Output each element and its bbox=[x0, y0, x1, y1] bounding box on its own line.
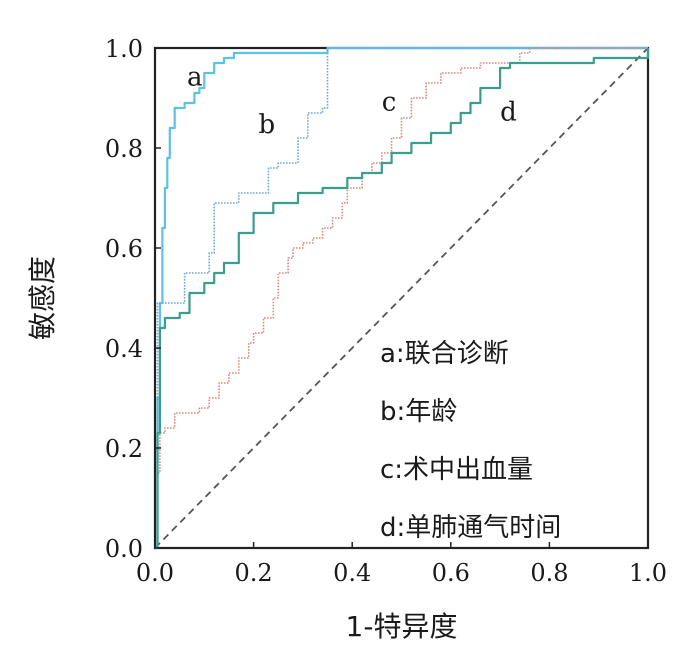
y-axis-title: 敏感度 bbox=[26, 256, 59, 340]
legend-entry-b: b:年龄 bbox=[380, 397, 457, 427]
curve-letter-labels: a b c d bbox=[187, 63, 517, 141]
x-axis-title: 1-特异度 bbox=[346, 610, 458, 643]
legend-entry-c: c:术中出血量 bbox=[380, 455, 533, 485]
reference-diagonal bbox=[154, 47, 649, 549]
x-tick-label: 1.0 bbox=[629, 559, 667, 587]
curve-label-c: c bbox=[382, 88, 397, 118]
legend: a:联合诊断 b:年龄 c:术中出血量 d:单肺通气时间 bbox=[380, 339, 561, 543]
x-tick-label: 0.0 bbox=[136, 559, 174, 587]
roc-curve-a bbox=[155, 46, 648, 550]
legend-entry-d: d:单肺通气时间 bbox=[380, 513, 561, 543]
y-tick-label: 0.6 bbox=[105, 235, 143, 263]
y-tick-label: 0.0 bbox=[105, 535, 143, 563]
roc-curve-d bbox=[155, 48, 650, 550]
curve-label-b: b bbox=[259, 110, 276, 140]
curve-label-a: a bbox=[187, 63, 203, 93]
x-tick-label: 0.8 bbox=[530, 559, 568, 587]
tick-labels: 0.0 0.2 0.4 0.6 0.8 1.0 0.0 0.2 0.4 0.6 0.8 1.0 bbox=[105, 35, 667, 587]
roc-curve-b bbox=[155, 47, 648, 549]
y-tick-label: 1.0 bbox=[105, 35, 143, 63]
curves bbox=[155, 46, 650, 550]
x-tick-label: 0.6 bbox=[432, 559, 470, 587]
x-tick-label: 0.2 bbox=[235, 559, 273, 587]
reference-diagonal-line bbox=[154, 47, 649, 549]
y-tick-label: 0.2 bbox=[105, 435, 143, 463]
curve-label-d: d bbox=[500, 98, 517, 128]
x-tick-label: 0.4 bbox=[333, 559, 371, 587]
legend-entry-a: a:联合诊断 bbox=[380, 339, 509, 369]
y-tick-label: 0.4 bbox=[105, 335, 143, 363]
roc-curve-c bbox=[155, 47, 648, 549]
y-tick-label: 0.8 bbox=[105, 135, 143, 163]
